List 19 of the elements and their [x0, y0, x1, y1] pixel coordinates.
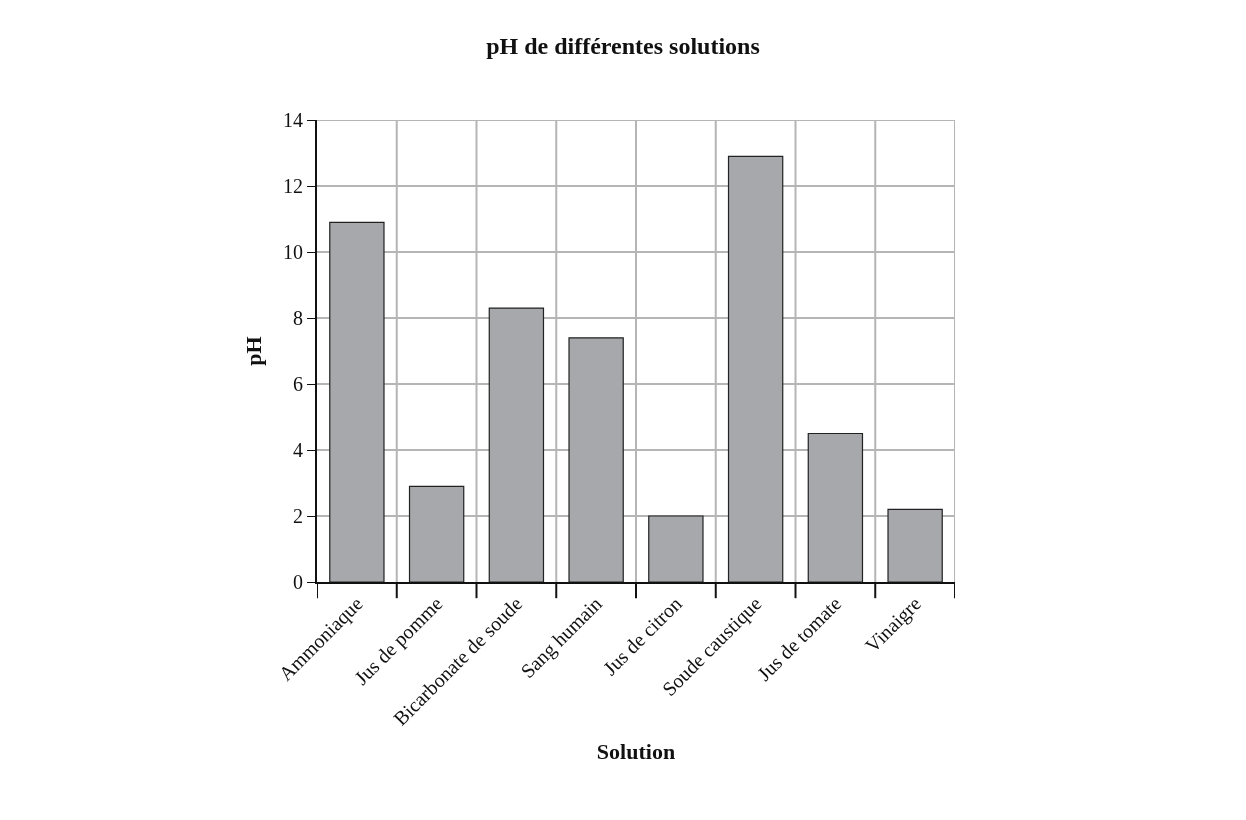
y-tick-label: 0 — [293, 571, 303, 593]
y-tick-label: 4 — [293, 439, 303, 461]
bar — [807, 432, 864, 582]
bar — [887, 508, 943, 582]
x-axis-title: Solution — [596, 739, 676, 765]
bar — [727, 155, 784, 582]
y-tick-label: 6 — [293, 373, 303, 395]
y-tick-label: 10 — [283, 241, 303, 263]
bar — [488, 307, 545, 582]
bar — [648, 515, 704, 582]
y-axis-title: pH — [241, 336, 267, 366]
bar — [408, 485, 465, 582]
chart-title: pH de différentes solutions — [486, 32, 760, 59]
y-tick-label: 12 — [283, 175, 303, 197]
y-tick-label: 14 — [283, 109, 303, 131]
bar — [568, 337, 624, 582]
y-tick-label: 2 — [293, 505, 303, 527]
bar — [329, 221, 385, 582]
y-tick-label: 8 — [293, 307, 303, 329]
